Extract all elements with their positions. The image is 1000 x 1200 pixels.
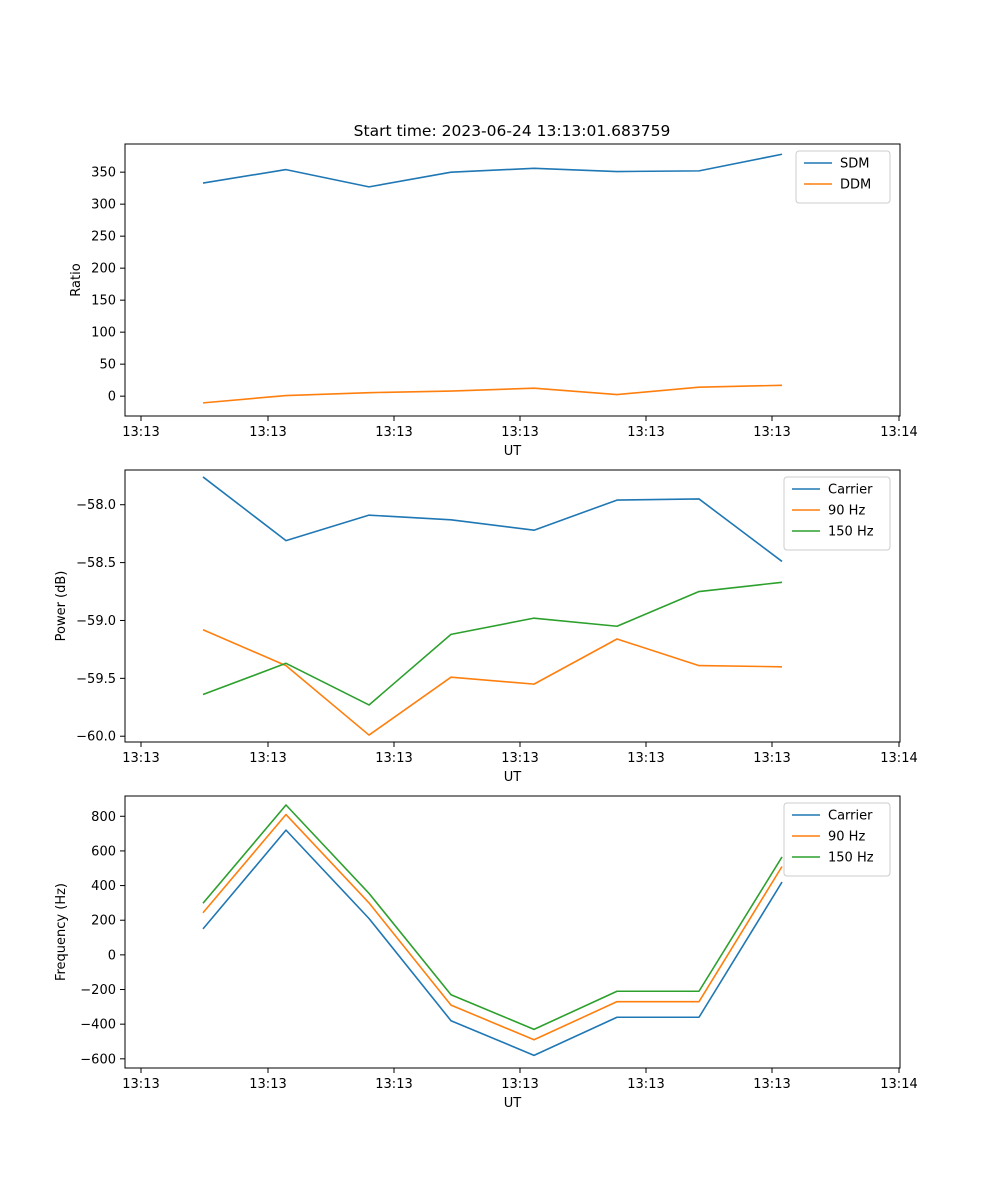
y-axis-label: Ratio	[69, 263, 84, 296]
x-tick-label: 13:14	[880, 1077, 917, 1092]
y-tick-label: 50	[99, 358, 116, 373]
chart-panel-1: 13:13 13:13 13:13 13:13 13:13 13:13 13:14 0 50 10…	[69, 143, 918, 459]
y-tick-label: −400	[80, 1018, 116, 1033]
legend: Carrier 90 Hz 150 Hz	[783, 802, 891, 877]
y-tick-label: −58.5	[76, 556, 116, 571]
y-tick-label: 200	[91, 914, 116, 929]
plot-frame	[124, 795, 901, 1069]
series-line-90-hz	[202, 813, 783, 1041]
y-tick-label: 100	[91, 326, 116, 341]
y-tick-label: 200	[91, 262, 116, 277]
series-line-90-hz	[202, 628, 783, 736]
panels: 13:13 13:13 13:13 13:13 13:13 13:13 13:14 0 50 10…	[54, 143, 918, 1111]
x-tick-label: 13:13	[122, 425, 159, 440]
x-tick-label: 13:13	[627, 1077, 664, 1092]
x-tick-label: 13:13	[753, 425, 790, 440]
y-tick-label: −60.0	[76, 730, 116, 745]
x-tick-label: 13:13	[753, 1077, 790, 1092]
x-tick-label: 13:13	[122, 751, 159, 766]
y-tick-label: −200	[80, 983, 116, 998]
y-tick-label: 400	[91, 879, 116, 894]
y-tick-label: 800	[91, 810, 116, 825]
plot-frame	[124, 143, 901, 417]
series-line-carrier	[202, 476, 783, 563]
x-axis-label: UT	[504, 444, 522, 459]
plot-frame	[124, 469, 901, 743]
series-line-150-hz	[202, 804, 783, 1031]
x-tick-label: 13:13	[122, 1077, 159, 1092]
legend-label: DDM	[840, 178, 871, 193]
series-line-150-hz	[202, 581, 783, 706]
y-tick-label: −600	[80, 1052, 116, 1067]
legend-box	[795, 150, 891, 204]
y-tick-label: −59.5	[76, 672, 116, 687]
y-axis-label: Power (dB)	[54, 571, 69, 642]
x-axis-label: UT	[504, 1096, 522, 1111]
series-line-ddm	[202, 384, 783, 404]
y-tick-label: 350	[91, 166, 116, 181]
y-tick-label: 600	[91, 844, 116, 859]
legend-label: Carrier	[828, 809, 873, 824]
x-tick-label: 13:13	[501, 425, 538, 440]
x-tick-label: 13:14	[880, 751, 917, 766]
y-tick-label: −59.0	[76, 614, 116, 629]
x-axis-label: UT	[504, 770, 522, 785]
x-tick-label: 13:13	[249, 1077, 286, 1092]
x-tick-label: 13:13	[375, 1077, 412, 1092]
legend-label: 150 Hz	[828, 851, 874, 866]
x-tick-label: 13:13	[501, 1077, 538, 1092]
figure-title: Start time: 2023-06-24 13:13:01.683759	[354, 122, 671, 140]
x-tick-label: 13:13	[753, 751, 790, 766]
legend-label: 90 Hz	[828, 830, 865, 845]
legend: Carrier 90 Hz 150 Hz	[783, 476, 891, 551]
x-tick-label: 13:14	[880, 425, 917, 440]
legend-label: 150 Hz	[828, 525, 874, 540]
y-tick-label: 0	[108, 390, 116, 405]
y-tick-label: 250	[91, 230, 116, 245]
x-tick-label: 13:13	[375, 425, 412, 440]
y-tick-label: 150	[91, 294, 116, 309]
y-axis-label: Frequency (Hz)	[54, 883, 69, 981]
x-tick-label: 13:13	[249, 751, 286, 766]
series-line-carrier	[202, 829, 783, 1057]
x-tick-label: 13:13	[627, 751, 664, 766]
legend: SDM DDM	[795, 150, 891, 204]
series-line-sdm	[202, 153, 783, 188]
legend-label: 90 Hz	[828, 504, 865, 519]
chart-panel-2: 13:13 13:13 13:13 13:13 13:13 13:13 13:14 −60.0…	[54, 469, 918, 785]
x-tick-label: 13:13	[501, 751, 538, 766]
chart-panel-3: 13:13 13:13 13:13 13:13 13:13 13:13 13:14 −600 −…	[54, 795, 918, 1111]
x-tick-label: 13:13	[249, 425, 286, 440]
y-tick-label: 300	[91, 198, 116, 213]
x-tick-label: 13:13	[627, 425, 664, 440]
legend-label: SDM	[840, 157, 869, 172]
y-tick-label: −58.0	[76, 498, 116, 513]
x-tick-label: 13:13	[375, 751, 412, 766]
legend-label: Carrier	[828, 483, 873, 498]
y-tick-label: 0	[108, 948, 116, 963]
